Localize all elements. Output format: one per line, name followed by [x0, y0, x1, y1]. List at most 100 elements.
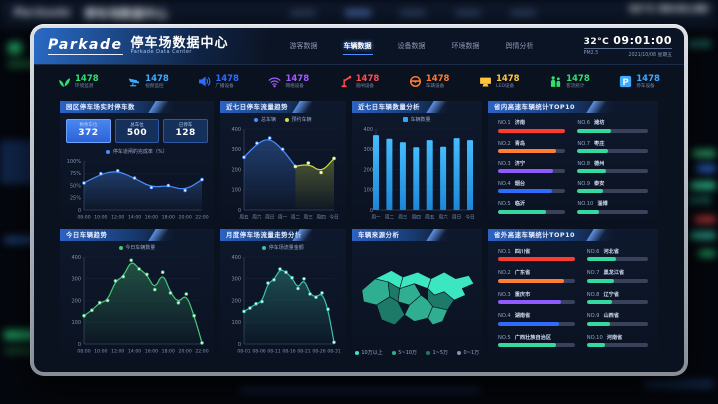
stat-label: 视频监控: [145, 84, 164, 90]
bg-side-value: 1478: [687, 40, 710, 49]
device-stats-row: 1478 环境监测 1478 视频监控 1478 广播设备 1478 网络设备 1478 道闸设备…: [34, 65, 684, 99]
stat-value: 1478: [285, 73, 310, 84]
parking-icon: P: [619, 75, 632, 88]
rank-bar-track: [498, 209, 566, 214]
svg-text:周日: 周日: [452, 215, 461, 221]
realtime-stat-boxes: 剩余车位 372 总车位 500 已停车 128: [66, 119, 209, 143]
dashboard-grid: 园区停车场实时停车数 剩余车位 372 总车位 500 已停车 128 停车道闸的完成率（…: [60, 101, 658, 357]
svg-text:周三: 周三: [398, 215, 408, 221]
region-name: 枣庄: [594, 140, 605, 147]
nav-tab-5[interactable]: 舆情分析: [505, 41, 534, 50]
rank-label: NO.1: [498, 248, 511, 255]
nav-tab-1[interactable]: 游客数据: [289, 41, 318, 50]
dashboard-header: Parkade 停车场数据中心 Parkade Data Center 游客数据…: [34, 28, 684, 65]
panel-title: 近七日车辆数量分析: [352, 101, 482, 113]
rank-bar-track: [498, 300, 575, 305]
chart-legend: 停车道闸的完成率（%）: [60, 145, 214, 156]
bg-glow: [8, 42, 22, 54]
rank-label: NO.6: [577, 120, 591, 127]
rank-bar-track: [498, 343, 575, 348]
region-name: 泰安: [594, 180, 605, 187]
nav-tab-3[interactable]: 设备数据: [397, 41, 426, 50]
legend-swatch: [425, 350, 430, 355]
svg-text:22:00: 22:00: [195, 349, 208, 355]
svg-text:100: 100: [71, 320, 81, 326]
rank-bar-fill: [586, 321, 611, 326]
stat-label: 道闸设备: [355, 84, 375, 90]
bg-logo: Parkade: [14, 6, 72, 19]
panel-top10-province-outside: 省外高速车辆统计TOP10 NO.1 四川省 NO.2 广东省 NO.3 重庆市 NO.4 湖…: [488, 229, 658, 357]
svg-text:20:00: 20:00: [179, 349, 192, 355]
parking-stat-box-1[interactable]: 剩余车位 372: [66, 119, 111, 143]
svg-text:0: 0: [78, 342, 81, 348]
legend-entry: 总车辆: [254, 116, 276, 123]
rank-bar-fill: [498, 343, 556, 348]
parkade-logo: Parkade: [48, 36, 123, 55]
rank-bar-track: [577, 149, 648, 154]
rank-label: NO.4: [498, 180, 511, 187]
device-stat-1: 1478 环境监测: [58, 73, 99, 89]
legend-label: 停车道闸的完成率（%）: [112, 149, 168, 155]
svg-text:18:00: 18:00: [162, 349, 175, 355]
panel-title: 近七日停车流量趋势: [220, 101, 346, 113]
legend-label: 0~1万: [463, 350, 480, 356]
rank-label: NO.8: [577, 160, 591, 167]
rank-bar-fill: [586, 300, 613, 305]
svg-text:100: 100: [231, 188, 241, 194]
rank-label: NO.9: [577, 180, 591, 187]
rank-bar-track: [498, 257, 575, 262]
region-name: 河北省: [603, 248, 620, 255]
svg-text:今日: 今日: [465, 214, 474, 221]
svg-text:0: 0: [238, 342, 241, 348]
chart-legend: 车辆数量: [352, 113, 482, 124]
panel-title: 省外高速车辆统计TOP10: [488, 229, 658, 241]
bg-glow: [696, 165, 716, 172]
legend-entry: 停车道闸的完成率（%）: [106, 148, 168, 155]
panel-realtime-parking: 园区停车场实时停车数 剩余车位 372 总车位 500 已停车 128 停车道闸的完成率（…: [60, 101, 214, 223]
stat-box-value: 128: [175, 127, 196, 138]
parking-stat-box-3[interactable]: 已停车 128: [163, 119, 209, 143]
stat-box-value: 500: [126, 127, 148, 138]
svg-text:400: 400: [231, 255, 241, 261]
occupancy-line-chart: 100% 75% 50% 25% 0 08:00 10:00 12:00 14:00 16:00 1…: [64, 156, 210, 221]
rank-label: NO.7: [577, 140, 591, 147]
legend-swatch: [106, 149, 111, 154]
svg-text:周五: 周五: [239, 215, 249, 221]
top10-inside-item-7: NO.7 枣庄: [577, 136, 648, 156]
stat-value: 1478: [75, 73, 99, 84]
region-name: 广东省: [514, 270, 531, 277]
rank-bar-fill: [586, 343, 606, 348]
nav-tab-2[interactable]: 车辆数据: [342, 38, 373, 55]
rank-bar-fill: [577, 128, 611, 133]
panel-weekly-trend: 近七日停车流量趋势 总车辆 预约车辆 400 300 200 100 0 周五 周六 周日 周一周…: [220, 101, 346, 223]
panel-title: 省内高速车辆统计TOP10: [488, 101, 658, 113]
parking-stat-box-2[interactable]: 总车位 500: [114, 119, 160, 143]
region-name: 济宁: [514, 160, 526, 167]
speaker-icon: [198, 75, 211, 88]
temperature-time: 32°C 09:01:00: [583, 34, 672, 50]
rank-bar-track: [498, 149, 566, 154]
svg-text:P: P: [623, 78, 629, 88]
stat-label: 网络设备: [285, 84, 304, 90]
svg-text:22:00: 22:00: [195, 215, 208, 221]
svg-text:08-21: 08-21: [297, 349, 310, 355]
stat-value: 1478: [145, 73, 169, 84]
region-name: 河南省: [606, 334, 623, 341]
bg-glow: [8, 60, 42, 68]
legend-swatch: [403, 117, 408, 122]
legend-swatch: [254, 117, 259, 122]
top10-inside-item-3: NO.3 济宁: [498, 156, 566, 176]
stat-label: 客流统计: [566, 84, 585, 90]
nav-tab-4[interactable]: 环境数据: [451, 41, 480, 50]
dashboard-screen: Parkade 停车场数据中心 Parkade Data Center 游客数据…: [34, 28, 684, 372]
region-name: 黑龙江省: [603, 270, 625, 277]
svg-text:周三: 周三: [304, 215, 314, 221]
svg-text:14:00: 14:00: [128, 215, 141, 221]
rank-label: NO.1: [498, 120, 511, 127]
device-stat-7: 1478 LED设备: [479, 74, 520, 89]
pm-label: PM2.5: [583, 50, 599, 56]
svg-text:0: 0: [78, 208, 81, 214]
rank-bar-fill: [498, 257, 575, 262]
svg-text:16:00: 16:00: [145, 215, 158, 221]
legend-swatch: [354, 350, 359, 355]
